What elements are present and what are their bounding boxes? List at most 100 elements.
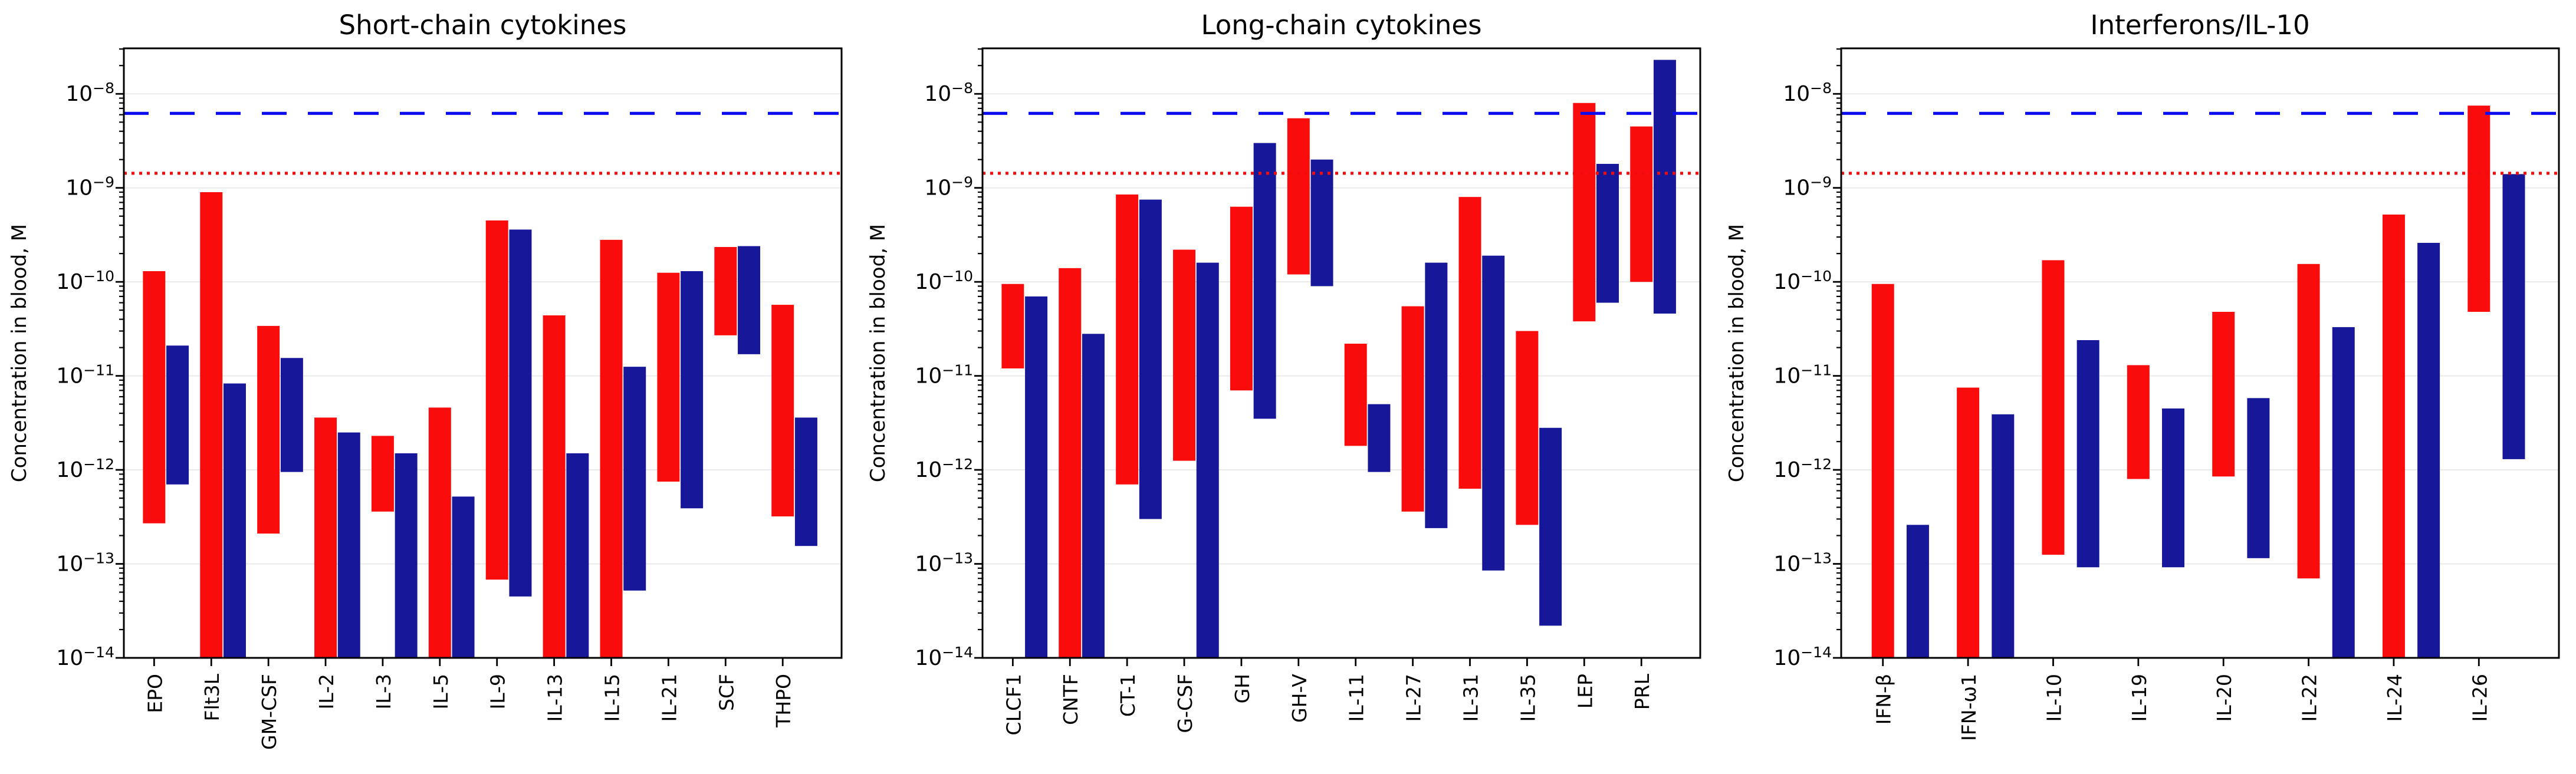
bar-red-IL-19: [2127, 365, 2150, 479]
xtick-label-IFN-ω1: IFN-ω1: [1957, 674, 1980, 741]
xtick-label-CT-1: CT-1: [1116, 674, 1139, 717]
ytick-label-1e-13: 10−13: [915, 550, 973, 577]
ytick-label-1e-12: 10−12: [1773, 456, 1832, 482]
xtick-label-G-CSF: G-CSF: [1174, 674, 1197, 733]
bar-red-IFN-β: [1871, 284, 1894, 658]
bar-red-THPO: [771, 305, 794, 516]
xtick-label-IL-3: IL-3: [372, 674, 395, 709]
chart-title: Short-chain cytokines: [339, 9, 627, 41]
xtick-label-IL-19: IL-19: [2128, 674, 2151, 722]
bar-red-GH-V: [1287, 118, 1310, 275]
ytick-label-1e-11: 10−11: [915, 362, 973, 388]
bar-red-GM-CSF: [257, 325, 280, 534]
xtick-label-GH: GH: [1231, 674, 1254, 703]
chart-short-chain-cytokines: 10−8 10−9 10−10 10−11 10−12 10−13 10−14 EPO Flt3…: [0, 0, 859, 774]
bar-red-LEP: [1573, 103, 1596, 322]
xtick-label-IL-21: IL-21: [658, 674, 681, 722]
ytick-label-1e-9: 10−9: [1783, 174, 1832, 200]
plot-frame: [123, 47, 843, 659]
bar-navy-THPO: [794, 417, 817, 546]
xtick-label-LEP: LEP: [1573, 674, 1596, 709]
plot-frame: [1840, 47, 2560, 659]
xtick-label-THPO: THPO: [772, 674, 795, 728]
bar-navy-CNTF: [1082, 334, 1105, 658]
bar-red-IL-20: [2212, 311, 2235, 477]
y-axis-label: Concentration in blood, M: [1725, 224, 1749, 482]
xtick-label-GM-CSF: GM-CSF: [258, 674, 281, 750]
bar-red-IFN-ω1: [1957, 387, 1980, 658]
xtick-label-IL-5: IL-5: [429, 674, 452, 709]
bar-red-SCF: [714, 246, 737, 335]
ytick-label-1e-12: 10−12: [56, 456, 114, 482]
chart-title: Long-chain cytokines: [1201, 9, 1481, 41]
bar-navy-IL-31: [1482, 255, 1505, 571]
bar-navy-IL-20: [2247, 398, 2270, 558]
xtick-label-CNTF: CNTF: [1059, 674, 1082, 725]
bar-red-IL-5: [428, 407, 451, 658]
bar-navy-IFN-ω1: [1992, 414, 2015, 658]
bar-red-CLCF1: [1001, 284, 1024, 368]
bar-navy-CLCF1: [1025, 296, 1048, 658]
xtick-label-EPO: EPO: [143, 674, 166, 713]
bar-navy-GM-CSF: [280, 358, 303, 472]
ytick-label-1e-8: 10−8: [65, 80, 114, 106]
xtick-label-IL-27: IL-27: [1402, 674, 1425, 722]
xtick-label-IL-22: IL-22: [2298, 674, 2321, 722]
bar-navy-IL-35: [1539, 427, 1562, 626]
xtick-label-IL-31: IL-31: [1460, 674, 1483, 722]
xtick-label-IL-15: IL-15: [601, 674, 624, 722]
bar-navy-IL-22: [2332, 327, 2355, 658]
xtick-label-PRL: PRL: [1631, 673, 1654, 710]
bar-red-PRL: [1630, 126, 1653, 282]
ytick-label-1e-8: 10−8: [1783, 80, 1832, 106]
xtick-label-IL-10: IL-10: [2042, 674, 2065, 722]
bar-red-EPO: [143, 271, 166, 523]
bar-navy-IL-5: [452, 496, 475, 658]
y-axis-label: Concentration in blood, M: [866, 224, 890, 482]
ytick-label-1e-10: 10−10: [915, 268, 973, 294]
y-axis-label: Concentration in blood, M: [8, 224, 31, 482]
xtick-label-Flt3L: Flt3L: [201, 673, 224, 721]
bar-navy-IL-2: [337, 432, 360, 658]
bar-red-CNTF: [1059, 268, 1082, 658]
xtick-label-IL-26: IL-26: [2468, 674, 2491, 722]
xtick-label-GH-V: GH-V: [1288, 674, 1311, 723]
xtick-label-IL-2: IL-2: [315, 674, 338, 709]
bar-red-IL-27: [1401, 306, 1424, 512]
bar-red-IL-26: [2467, 106, 2490, 312]
chart-long-chain-cytokines: 10−8 10−9 10−10 10−11 10−12 10−13 10−14 CLCF1 CN…: [859, 0, 1717, 774]
chart-title: Interferons/IL-10: [2090, 9, 2309, 41]
bar-red-G-CSF: [1173, 249, 1196, 461]
bar-navy-IL-19: [2162, 408, 2185, 568]
bar-navy-PRL: [1653, 60, 1676, 314]
bar-navy-IL-27: [1425, 262, 1448, 528]
bar-red-Flt3L: [200, 192, 223, 658]
bar-red-IL-24: [2382, 214, 2405, 658]
bar-red-IL-35: [1516, 331, 1539, 525]
chart-interferons-il10: 10−8 10−9 10−10 10−11 10−12 10−13 10−14 IFN-β IF…: [1717, 0, 2576, 774]
bar-red-IL-22: [2297, 264, 2320, 579]
bar-navy-GH: [1253, 143, 1276, 419]
bar-navy-EPO: [166, 345, 189, 485]
ytick-label-1e-11: 10−11: [1773, 362, 1832, 388]
bar-navy-IL-15: [623, 367, 646, 591]
xtick-label-IFN-β: IFN-β: [1872, 674, 1895, 724]
ytick-label-1e-14: 10−14: [56, 644, 114, 670]
ytick-label-1e-14: 10−14: [1773, 644, 1832, 670]
bar-navy-IL-21: [681, 271, 704, 509]
ytick-label-1e-13: 10−13: [56, 550, 114, 577]
xtick-label-SCF: SCF: [715, 674, 738, 711]
ytick-label-1e-10: 10−10: [56, 268, 114, 294]
xtick-label-IL-20: IL-20: [2213, 674, 2236, 722]
bar-navy-CT-1: [1139, 199, 1162, 519]
ytick-label-1e-14: 10−14: [915, 644, 973, 670]
bar-navy-Flt3L: [223, 383, 246, 658]
bar-red-CT-1: [1116, 194, 1139, 485]
bar-navy-SCF: [738, 246, 761, 354]
bar-navy-IL-9: [509, 229, 532, 597]
bar-red-IL-3: [371, 436, 394, 512]
bar-red-IL-2: [314, 417, 337, 658]
bar-navy-IL-11: [1368, 404, 1391, 472]
bar-navy-IL-10: [2076, 340, 2099, 568]
